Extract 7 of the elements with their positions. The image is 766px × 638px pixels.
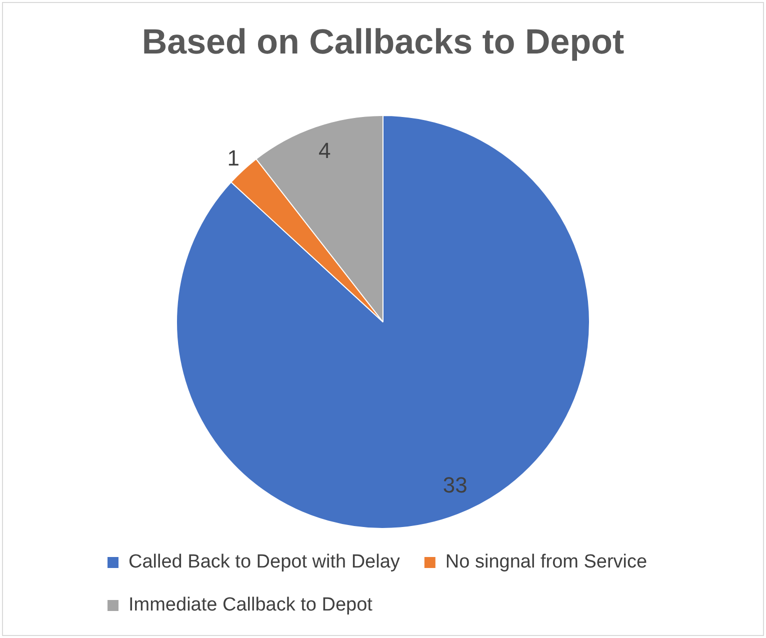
data-label: 1 (227, 146, 240, 170)
data-label: 33 (442, 472, 468, 498)
data-label: 4 (318, 138, 331, 164)
legend-label: Called Back to Depot with Delay (128, 552, 400, 573)
legend-label: No singnal from Service (445, 552, 648, 573)
chart-title: Based on Callbacks to Depot (142, 22, 625, 62)
legend-label: Immediate Callback to Depot (128, 594, 374, 616)
